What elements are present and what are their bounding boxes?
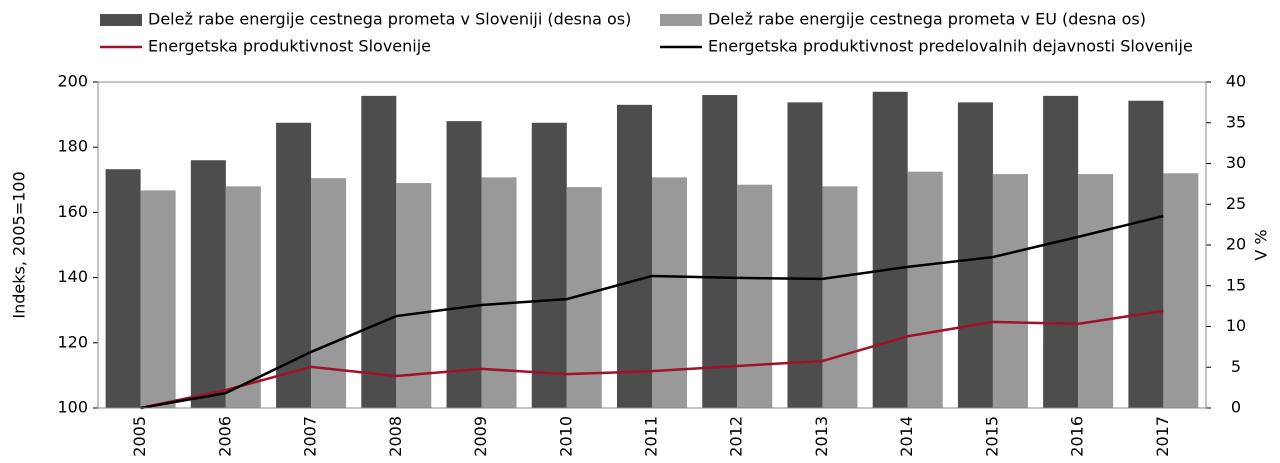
bar — [957, 102, 993, 408]
bar — [1163, 173, 1199, 408]
x-tick-label: 2016 — [1068, 416, 1087, 457]
bar — [481, 177, 517, 408]
bar — [1043, 95, 1079, 408]
bar — [787, 102, 823, 408]
y2-tick-label: 40 — [1226, 72, 1246, 91]
bar — [822, 186, 858, 408]
bar — [737, 184, 773, 408]
x-tick-label: 2015 — [982, 416, 1001, 457]
y-tick-label: 140 — [57, 267, 88, 286]
y-tick-label: 120 — [57, 332, 88, 351]
bar — [907, 171, 943, 408]
x-tick-label: 2006 — [215, 416, 234, 457]
y2-tick-label: 20 — [1226, 235, 1246, 254]
bar — [311, 178, 347, 408]
y2-tick-label: 15 — [1226, 275, 1246, 294]
x-tick-label: 2012 — [727, 416, 746, 457]
y2-tick-label: 10 — [1226, 316, 1246, 335]
bar — [225, 186, 261, 408]
y2-tick-label: 35 — [1226, 112, 1246, 131]
bar — [1078, 174, 1114, 408]
x-tick-label: 2017 — [1153, 416, 1172, 457]
legend-label: Delež rabe energije cestnega prometa v S… — [148, 10, 631, 29]
bar — [617, 104, 652, 408]
y-axis-label: Indeks, 2005=100 — [10, 171, 29, 318]
bar — [361, 95, 397, 408]
legend-label: Delež rabe energije cestnega prometa v E… — [708, 10, 1146, 29]
line — [140, 309, 1164, 410]
bar — [992, 174, 1028, 408]
y2-tick-label: 25 — [1226, 194, 1246, 213]
bar — [872, 91, 908, 408]
y-tick-label: 100 — [57, 398, 88, 417]
y-tick-label: 160 — [57, 202, 88, 221]
y2-tick-label: 30 — [1226, 153, 1246, 172]
y-tick-label: 180 — [57, 137, 88, 156]
x-tick-label: 2010 — [556, 416, 575, 457]
x-tick-label: 2005 — [130, 416, 149, 457]
x-tick-label: 2014 — [897, 416, 916, 457]
bar — [1128, 100, 1164, 409]
y-tick-label: 200 — [57, 72, 88, 91]
bar — [105, 169, 141, 408]
bar — [140, 190, 176, 408]
x-tick-label: 2008 — [386, 416, 405, 457]
x-tick-label: 2011 — [642, 416, 661, 457]
y2-tick-label: 5 — [1231, 357, 1241, 376]
legend-swatch — [100, 14, 142, 26]
y2-axis-label: V % — [1252, 229, 1271, 260]
y2-tick-label: 0 — [1231, 398, 1241, 417]
legend-label: Energetska produktivnost predelovalnih d… — [708, 37, 1193, 56]
legend-swatch — [660, 14, 702, 26]
x-tick-label: 2007 — [301, 416, 320, 457]
x-tick-label: 2013 — [812, 416, 831, 457]
bar — [190, 160, 226, 408]
x-tick-label: 2009 — [471, 416, 490, 457]
bar — [652, 177, 687, 408]
plot-frame — [97, 81, 1207, 409]
bar — [702, 95, 738, 408]
line — [140, 214, 1164, 410]
legend-label: Energetska produktivnost Slovenije — [148, 37, 431, 56]
bar — [396, 183, 432, 408]
bar — [446, 121, 482, 409]
bar — [531, 122, 567, 408]
